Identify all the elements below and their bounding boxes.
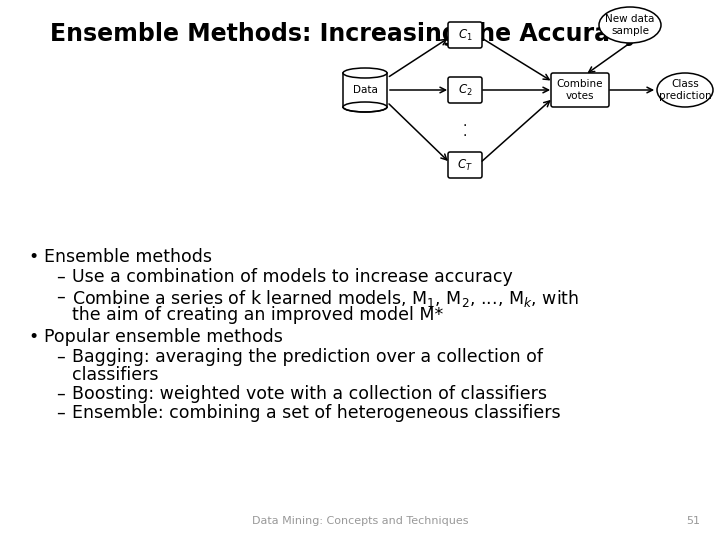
- Text: Ensemble: combining a set of heterogeneous classifiers: Ensemble: combining a set of heterogeneo…: [72, 404, 561, 422]
- Text: Ensemble methods: Ensemble methods: [44, 248, 212, 266]
- Text: .: .: [463, 125, 467, 139]
- Text: New data
sample: New data sample: [606, 14, 654, 36]
- Text: Ensemble Methods: Increasing the Accuracy: Ensemble Methods: Increasing the Accurac…: [50, 22, 639, 46]
- Ellipse shape: [657, 73, 713, 107]
- FancyBboxPatch shape: [448, 152, 482, 178]
- FancyBboxPatch shape: [448, 77, 482, 103]
- Text: –: –: [56, 348, 65, 366]
- Text: Popular ensemble methods: Popular ensemble methods: [44, 328, 283, 346]
- Text: Class
prediction: Class prediction: [659, 79, 711, 101]
- Text: Boosting: weighted vote with a collection of classifiers: Boosting: weighted vote with a collectio…: [72, 385, 547, 403]
- Text: $C_T$: $C_T$: [457, 158, 473, 173]
- Text: classifiers: classifiers: [72, 366, 158, 384]
- Text: Data Mining: Concepts and Techniques: Data Mining: Concepts and Techniques: [252, 516, 468, 526]
- Text: –: –: [56, 385, 65, 403]
- Text: Combine
votes: Combine votes: [557, 79, 603, 101]
- Ellipse shape: [599, 7, 661, 43]
- Text: $C_2$: $C_2$: [458, 83, 472, 98]
- Text: •: •: [28, 328, 38, 346]
- Text: Bagging: averaging the prediction over a collection of: Bagging: averaging the prediction over a…: [72, 348, 543, 366]
- Text: $C_1$: $C_1$: [458, 28, 472, 43]
- FancyBboxPatch shape: [448, 22, 482, 48]
- Ellipse shape: [343, 102, 387, 112]
- Text: .: .: [463, 116, 467, 130]
- Text: –: –: [56, 268, 65, 286]
- Text: 51: 51: [686, 516, 700, 526]
- Text: –: –: [56, 404, 65, 422]
- Text: Combine a series of k learned models, M$_1$, M$_2$, ..., M$_k$, with: Combine a series of k learned models, M$…: [72, 288, 579, 309]
- Text: Data: Data: [353, 85, 377, 95]
- Polygon shape: [343, 73, 387, 107]
- Text: the aim of creating an improved model M*: the aim of creating an improved model M*: [72, 306, 444, 324]
- Text: Use a combination of models to increase accuracy: Use a combination of models to increase …: [72, 268, 513, 286]
- Text: •: •: [28, 248, 38, 266]
- Ellipse shape: [343, 68, 387, 78]
- Text: –: –: [56, 288, 65, 306]
- FancyBboxPatch shape: [551, 73, 609, 107]
